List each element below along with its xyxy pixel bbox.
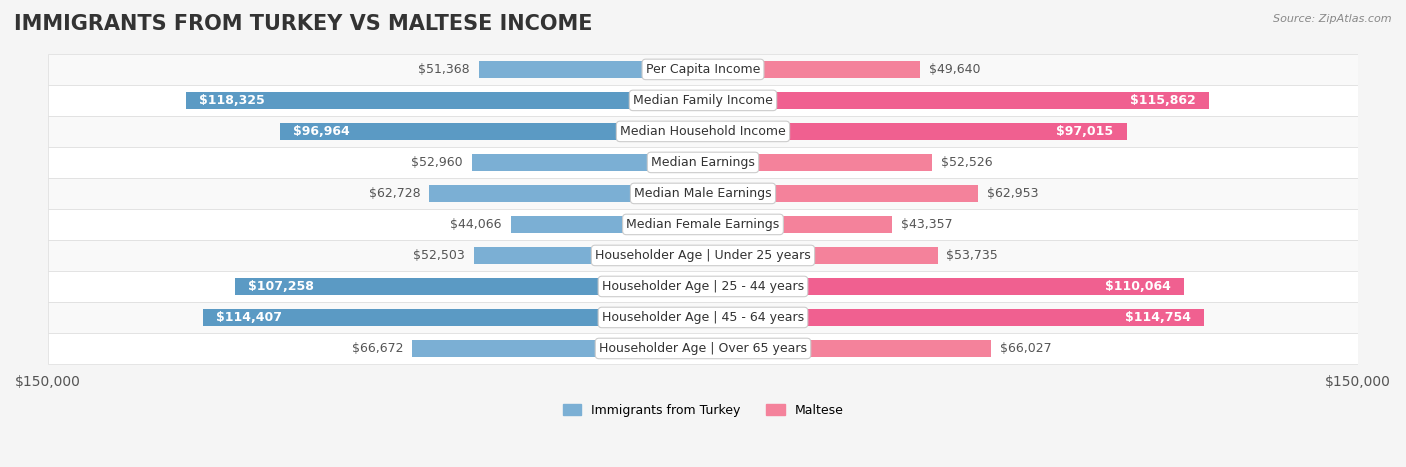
Bar <box>412 340 703 357</box>
Text: Source: ZipAtlas.com: Source: ZipAtlas.com <box>1274 14 1392 24</box>
Text: $118,325: $118,325 <box>200 94 266 107</box>
Bar <box>48 209 1358 240</box>
Bar <box>280 123 703 140</box>
Text: $66,027: $66,027 <box>1000 342 1052 355</box>
Text: $44,066: $44,066 <box>450 218 502 231</box>
Bar <box>703 92 1209 109</box>
Bar <box>478 61 703 78</box>
Bar <box>703 154 932 171</box>
Bar <box>703 123 1126 140</box>
Bar <box>48 271 1358 302</box>
Bar <box>186 92 703 109</box>
Text: $52,960: $52,960 <box>412 156 463 169</box>
Text: $52,503: $52,503 <box>413 249 465 262</box>
Text: $114,754: $114,754 <box>1125 311 1191 324</box>
Text: $97,015: $97,015 <box>1056 125 1114 138</box>
Bar <box>472 154 703 171</box>
Bar <box>703 185 979 202</box>
Text: Median Earnings: Median Earnings <box>651 156 755 169</box>
Text: $51,368: $51,368 <box>419 63 470 76</box>
Text: Householder Age | Under 25 years: Householder Age | Under 25 years <box>595 249 811 262</box>
Bar <box>510 216 703 233</box>
Bar <box>703 309 1204 326</box>
Bar <box>703 247 938 264</box>
Text: Median Female Earnings: Median Female Earnings <box>627 218 779 231</box>
Bar <box>703 216 893 233</box>
Text: $114,407: $114,407 <box>217 311 283 324</box>
Bar <box>474 247 703 264</box>
Text: Per Capita Income: Per Capita Income <box>645 63 761 76</box>
Text: Householder Age | 45 - 64 years: Householder Age | 45 - 64 years <box>602 311 804 324</box>
Text: Householder Age | Over 65 years: Householder Age | Over 65 years <box>599 342 807 355</box>
Bar <box>48 147 1358 178</box>
Bar <box>48 85 1358 116</box>
Bar <box>703 278 1184 295</box>
Legend: Immigrants from Turkey, Maltese: Immigrants from Turkey, Maltese <box>558 399 848 422</box>
Text: Householder Age | 25 - 44 years: Householder Age | 25 - 44 years <box>602 280 804 293</box>
Bar <box>703 340 991 357</box>
Bar <box>48 178 1358 209</box>
Text: $49,640: $49,640 <box>928 63 980 76</box>
Bar <box>204 309 703 326</box>
Text: $43,357: $43,357 <box>901 218 953 231</box>
Text: $66,672: $66,672 <box>352 342 404 355</box>
Bar <box>703 61 920 78</box>
Text: $115,862: $115,862 <box>1130 94 1197 107</box>
Text: Median Household Income: Median Household Income <box>620 125 786 138</box>
Text: $96,964: $96,964 <box>292 125 350 138</box>
Text: $52,526: $52,526 <box>941 156 993 169</box>
Bar <box>48 333 1358 364</box>
Text: IMMIGRANTS FROM TURKEY VS MALTESE INCOME: IMMIGRANTS FROM TURKEY VS MALTESE INCOME <box>14 14 592 34</box>
Bar <box>48 240 1358 271</box>
Text: $53,735: $53,735 <box>946 249 998 262</box>
Text: Median Family Income: Median Family Income <box>633 94 773 107</box>
Text: $62,953: $62,953 <box>987 187 1038 200</box>
Text: $107,258: $107,258 <box>247 280 314 293</box>
Bar <box>235 278 703 295</box>
Bar <box>48 54 1358 85</box>
Bar <box>48 302 1358 333</box>
Text: $62,728: $62,728 <box>368 187 420 200</box>
Text: Median Male Earnings: Median Male Earnings <box>634 187 772 200</box>
Bar <box>429 185 703 202</box>
Bar <box>48 116 1358 147</box>
Text: $110,064: $110,064 <box>1105 280 1171 293</box>
